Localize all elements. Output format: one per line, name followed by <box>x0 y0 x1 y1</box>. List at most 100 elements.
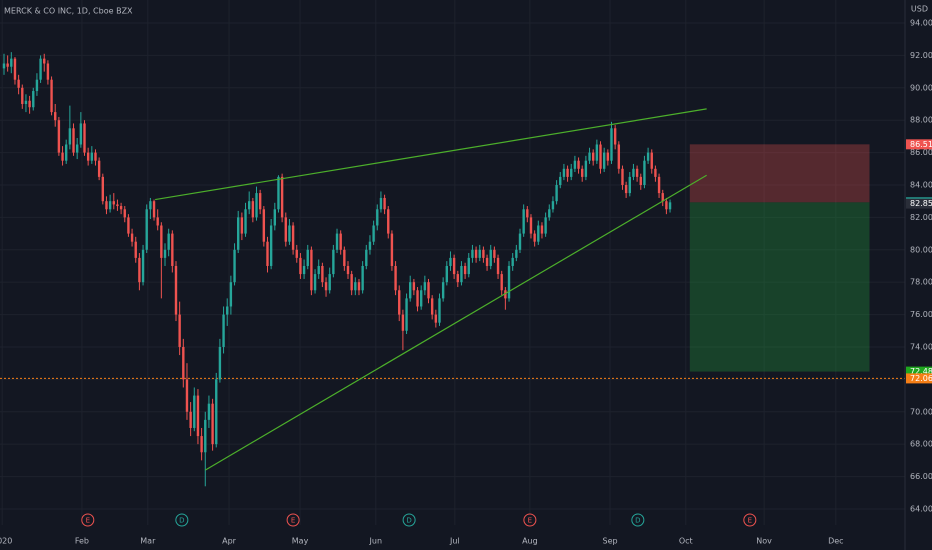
candle-body <box>57 120 61 153</box>
candle-body <box>119 206 123 210</box>
candle-body <box>434 314 438 323</box>
candle-body <box>141 249 145 283</box>
candle-body <box>310 249 313 291</box>
candle-body <box>101 176 105 202</box>
x-tick-label: Nov <box>756 537 772 546</box>
candle-body <box>262 209 266 242</box>
candle-body <box>200 436 203 453</box>
candle-body <box>218 346 222 380</box>
candle-body <box>24 100 28 104</box>
candle-body <box>97 160 101 177</box>
candle-body <box>46 63 50 80</box>
candle-body <box>595 144 599 161</box>
target-zone <box>689 202 870 372</box>
candle-body <box>32 91 35 108</box>
stop-zone <box>689 144 870 203</box>
candle-body <box>299 257 302 275</box>
candle-body <box>441 282 445 299</box>
currency: USD <box>911 5 928 14</box>
event-label: D <box>635 517 640 525</box>
y-tick-label: 80.00 <box>910 245 932 254</box>
y-tick-label: 68.00 <box>910 440 932 449</box>
candle-body <box>83 123 86 153</box>
candle-body <box>182 346 185 380</box>
candle-body <box>555 184 558 202</box>
price-label-bg <box>906 139 932 150</box>
candle-body <box>357 282 361 291</box>
price-label: 82.85 <box>910 199 932 208</box>
candle-body <box>215 379 218 445</box>
candle-body <box>419 290 423 307</box>
candle-body <box>463 265 467 275</box>
candle-body <box>21 87 24 104</box>
candle-body <box>515 249 518 258</box>
candle-body <box>346 265 350 275</box>
candle-body <box>171 233 174 266</box>
candle-body <box>456 274 459 283</box>
candle-body <box>229 282 233 307</box>
candle-body <box>123 209 126 218</box>
candle-body <box>343 249 346 266</box>
candle-body <box>562 168 566 177</box>
candle-body <box>280 176 284 218</box>
candle-body <box>237 217 240 250</box>
x-tick-label: Jul <box>449 537 460 546</box>
event-label: E <box>86 517 90 525</box>
candle-body <box>467 257 470 275</box>
candle-body <box>277 176 280 210</box>
y-tick-label: 64.00 <box>910 504 932 513</box>
x-tick-label: Mar <box>140 537 156 546</box>
candle-body <box>112 201 115 205</box>
candle-body <box>86 152 90 161</box>
candle-body <box>606 152 610 161</box>
candle-body <box>138 257 141 283</box>
candle-body <box>581 168 584 177</box>
candle-body <box>193 395 196 428</box>
candle-body <box>65 144 68 161</box>
y-tick-label: 78.00 <box>910 278 932 287</box>
candle-body <box>302 265 306 275</box>
candle-body <box>255 193 258 218</box>
candle-body <box>350 274 353 291</box>
candle-body <box>493 249 496 258</box>
candle-body <box>116 204 119 207</box>
candle-body <box>478 249 481 258</box>
candle-body <box>365 249 368 266</box>
price-label-bg <box>906 373 932 384</box>
event-label: D <box>406 517 411 525</box>
candle-body <box>50 79 53 113</box>
candle-body <box>522 209 525 234</box>
candle-body <box>632 168 635 177</box>
candle-body <box>602 152 606 169</box>
candle-body <box>383 197 386 210</box>
event-marker <box>743 513 757 527</box>
y-tick-label: 74.00 <box>910 342 932 351</box>
candle-body <box>90 152 94 161</box>
candle-body <box>376 209 379 226</box>
x-tick-label: Jun <box>369 537 383 546</box>
candle-body <box>35 79 39 92</box>
candle-body <box>207 403 211 420</box>
y-tick-label: 70.00 <box>910 407 932 416</box>
candle-body <box>233 249 236 283</box>
candle-body <box>573 160 577 169</box>
candle-body <box>409 282 412 299</box>
x-tick-label: Aug <box>522 537 538 546</box>
candle-body <box>570 168 573 177</box>
candle-body <box>79 123 83 145</box>
candle-body <box>628 176 631 194</box>
y-tick-label: 86.00 <box>910 148 932 157</box>
candle-body <box>387 209 390 234</box>
candle-body <box>339 233 342 250</box>
candle-body <box>474 249 478 258</box>
candle-body <box>167 233 170 250</box>
event-marker <box>286 513 300 527</box>
axis-labels: 64.0066.0068.0070.0072.0074.0076.0078.00… <box>0 19 932 546</box>
candle-body <box>537 225 540 242</box>
candle-body <box>291 225 295 250</box>
candle-body <box>43 58 46 64</box>
candle-body <box>452 257 456 275</box>
candle-body <box>533 233 536 242</box>
candle-body <box>332 249 335 275</box>
candle-body <box>13 58 17 80</box>
